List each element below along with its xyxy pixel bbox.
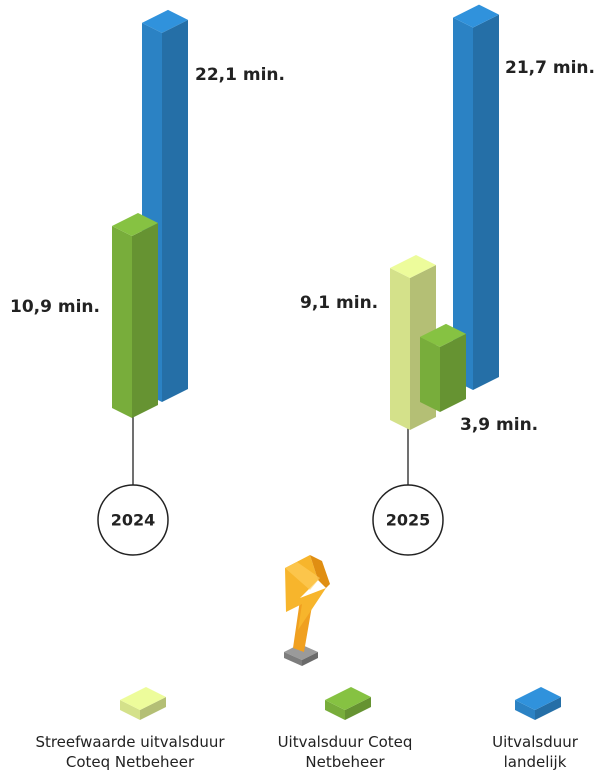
- bar-left-face: [120, 700, 140, 720]
- bar-right-face: [140, 697, 166, 720]
- bar-top-face: [515, 687, 561, 710]
- bar: [112, 212, 158, 418]
- data-label: 3,9 min.: [460, 415, 538, 435]
- bar-top-face: [420, 323, 466, 347]
- legend-label: Uitvalsduur landelijk: [492, 733, 578, 771]
- bar-left-face: [112, 225, 132, 418]
- bar-top-face: [142, 9, 188, 33]
- year-circle: [97, 484, 169, 556]
- bar-left-face: [325, 700, 345, 720]
- bar-top-face: [112, 212, 158, 236]
- bar-right-face: [162, 19, 188, 403]
- legend-swatch: [120, 687, 166, 720]
- bar-right-face: [535, 697, 561, 720]
- bar: [420, 323, 466, 412]
- data-label: 9,1 min.: [300, 293, 378, 313]
- bar-right-face: [132, 222, 158, 418]
- year-circle: [372, 484, 444, 556]
- data-label: 21,7 min.: [505, 58, 595, 78]
- bar-top-face: [453, 4, 499, 28]
- bar-left-face: [453, 17, 473, 391]
- bar-right-face: [440, 333, 466, 412]
- bar-top-face: [120, 687, 166, 710]
- bar-left-face: [390, 268, 410, 430]
- bar-left-face: [515, 700, 535, 720]
- x-tick-label: 2025: [386, 511, 431, 530]
- bar-top-face: [325, 687, 371, 710]
- legend-label: Streefwaarde uitvalsduur Coteq Netbeheer: [35, 733, 225, 771]
- bar-right-face: [473, 14, 499, 391]
- bar-right-face: [345, 697, 371, 720]
- x-tick-label: 2024: [111, 511, 156, 530]
- trophy-icon: [284, 555, 330, 666]
- legend-swatch: [515, 687, 561, 720]
- data-label: 22,1 min.: [195, 65, 285, 85]
- bar: [453, 4, 499, 391]
- data-label: 10,9 min.: [10, 297, 100, 317]
- bar-left-face: [420, 336, 440, 412]
- legend-label: Uitvalsduur Coteq Netbeheer: [277, 733, 413, 771]
- bar-top-face: [390, 255, 436, 279]
- legend-swatch: [325, 687, 371, 720]
